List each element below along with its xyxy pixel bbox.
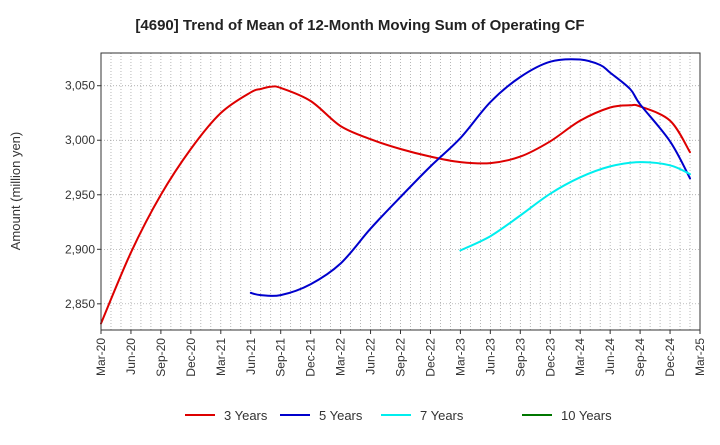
x-tick-label: Sep-22 — [394, 338, 408, 377]
x-tick-label: Sep-20 — [154, 338, 168, 377]
series-line-5-years — [249, 58, 691, 297]
x-tick-label: Dec-21 — [304, 338, 318, 377]
chart-title: [4690] Trend of Mean of 12-Month Moving … — [135, 17, 584, 34]
x-tick-label: Jun-24 — [603, 338, 617, 375]
y-tick-label: 3,000 — [65, 133, 95, 147]
x-tick-label: Mar-25 — [693, 338, 707, 376]
legend-label-7-years: 7 Years — [420, 408, 464, 423]
y-tick-label: 2,900 — [65, 242, 95, 256]
x-tick-label: Sep-24 — [633, 338, 647, 377]
x-tick-label: Jun-21 — [244, 338, 258, 375]
y-tick-label: 2,850 — [65, 297, 95, 311]
legend: 3 Years 5 Years 7 Years 10 Years — [185, 408, 612, 423]
y-axis-label: Amount (million yen) — [8, 132, 23, 251]
x-tick-label: Jun-20 — [124, 338, 138, 375]
legend-label-10-years: 10 Years — [561, 408, 612, 423]
x-tick-label: Jun-23 — [483, 338, 497, 375]
x-tick-label: Sep-23 — [513, 338, 527, 377]
x-tick-label: Mar-22 — [334, 338, 348, 376]
legend-label-5-years: 5 Years — [319, 408, 363, 423]
grid — [101, 53, 700, 330]
x-tick-label: Jun-22 — [364, 338, 378, 375]
x-tick-label: Dec-24 — [663, 338, 677, 377]
x-tick-label: Mar-21 — [214, 338, 228, 376]
x-tick-label: Mar-23 — [453, 338, 467, 376]
series-lines — [100, 58, 691, 325]
x-tick-label: Sep-21 — [274, 338, 288, 377]
y-tick-label: 2,950 — [65, 188, 95, 202]
series-line-7-years — [459, 161, 691, 252]
x-tick-label: Dec-22 — [423, 338, 437, 377]
x-tick-label: Mar-24 — [573, 338, 587, 376]
legend-label-3-years: 3 Years — [224, 408, 268, 423]
x-tick-label: Dec-23 — [543, 338, 557, 377]
series-line-3-years — [100, 85, 691, 325]
x-tick-label: Dec-20 — [184, 338, 198, 377]
x-tick-label: Mar-20 — [94, 338, 108, 376]
y-tick-label: 3,050 — [65, 79, 95, 93]
axes: 2,850 2,900 2,950 3,000 3,050 Mar-20 Jun-20 Sep… — [65, 79, 707, 377]
